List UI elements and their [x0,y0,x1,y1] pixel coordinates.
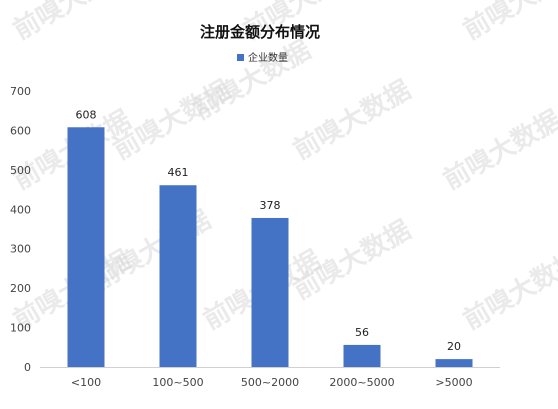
y-tick-label: 300 [10,243,31,256]
legend-label: 企业数量 [248,51,288,64]
watermark-text: 前嗅大数据 [458,244,558,336]
y-axis: 0 100 200 300 400 500 600 700 [10,85,31,374]
watermark-text: 前嗅大数据 [8,0,136,46]
bar [159,185,197,367]
legend-swatch [237,54,244,61]
watermark-text: 前嗅大数据 [88,204,216,296]
watermark-text: 前嗅大数据 [288,74,416,166]
x-tick-label: 2000~5000 [329,376,394,389]
data-labels: 608 461 378 56 20 [76,108,462,353]
y-tick-label: 400 [10,203,31,216]
x-tick-label: 100~500 [152,376,203,389]
watermark-text: 前嗅大数据 [438,104,558,196]
watermark-text: 前嗅大数据 [188,34,316,126]
y-tick-label: 500 [10,164,31,177]
x-tick-label: 500~2000 [241,376,299,389]
y-tick-label: 600 [10,124,31,137]
bar [67,127,105,367]
x-tick-label: >5000 [435,376,472,389]
x-axis: <100 100~500 500~2000 2000~5000 >5000 [40,367,500,389]
watermark-text: 前嗅大数据 [458,0,558,46]
bars [67,127,473,367]
bar [343,344,381,367]
bar [435,359,473,367]
chart-title: 注册金额分布情况 [200,23,320,41]
bar-value-label: 461 [168,166,189,179]
bar-value-label: 56 [355,326,369,339]
x-tick-label: <100 [71,376,101,389]
y-tick-label: 200 [10,282,31,295]
bar [251,217,289,367]
y-tick-label: 0 [24,361,31,374]
bar-value-label: 378 [260,199,281,212]
bar-value-label: 608 [76,108,97,121]
y-tick-label: 700 [10,85,31,98]
legend: 企业数量 [237,51,288,64]
y-tick-label: 100 [10,322,31,335]
bar-value-label: 20 [447,340,461,353]
